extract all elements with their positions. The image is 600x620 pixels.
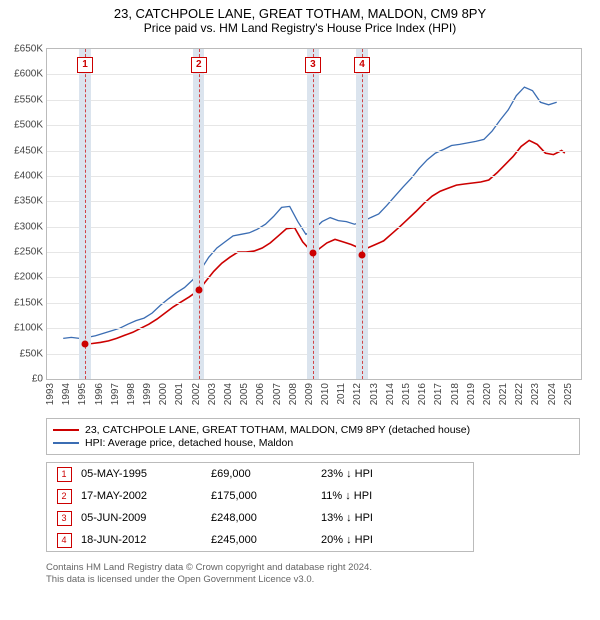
x-tick-label: 2001 xyxy=(174,383,185,405)
table-cell-date: 18-JUN-2012 xyxy=(81,534,211,546)
x-tick-label: 2009 xyxy=(304,383,315,405)
sales-table: 1 05-MAY-1995£69,00023% ↓ HPI 2 17-MAY-2002… xyxy=(46,462,474,552)
y-tick-label: £150K xyxy=(14,297,47,308)
legend-label: HPI: Average price, detached house, Mald… xyxy=(85,437,293,449)
table-cell-delta: 20% ↓ HPI xyxy=(321,534,473,546)
table-row: 3 05-JUN-2009£248,00013% ↓ HPI xyxy=(47,507,473,529)
x-tick-label: 2023 xyxy=(530,383,541,405)
table-cell-delta: 13% ↓ HPI xyxy=(321,512,473,524)
event-flag: 1 xyxy=(77,57,93,73)
event-dashline xyxy=(313,49,314,379)
legend-label: 23, CATCHPOLE LANE, GREAT TOTHAM, MALDON… xyxy=(85,424,470,436)
x-tick-label: 2016 xyxy=(417,383,428,405)
mini-flag: 3 xyxy=(57,511,72,526)
event-dashline xyxy=(362,49,363,379)
event-flag: 2 xyxy=(191,57,207,73)
x-tick-label: 2008 xyxy=(288,383,299,405)
x-tick-label: 2003 xyxy=(207,383,218,405)
mini-flag: 2 xyxy=(57,489,72,504)
y-tick-label: £500K xyxy=(14,120,47,131)
legend-swatch xyxy=(53,442,79,444)
table-row: 2 17-MAY-2002£175,00011% ↓ HPI xyxy=(47,485,473,507)
x-tick-label: 2019 xyxy=(466,383,477,405)
event-marker-dot xyxy=(82,340,89,347)
table-cell-price: £69,000 xyxy=(211,468,321,480)
y-tick-label: £450K xyxy=(14,145,47,156)
table-cell-price: £175,000 xyxy=(211,490,321,502)
x-tick-label: 2021 xyxy=(498,383,509,405)
x-tick-label: 2014 xyxy=(385,383,396,405)
event-marker-dot xyxy=(309,250,316,257)
x-tick-label: 2007 xyxy=(272,383,283,405)
table-cell-delta: 23% ↓ HPI xyxy=(321,468,473,480)
x-tick-label: 2005 xyxy=(239,383,250,405)
x-tick-label: 1994 xyxy=(61,383,72,405)
y-tick-label: £50K xyxy=(20,348,47,359)
chart-subtitle: Price paid vs. HM Land Registry's House … xyxy=(0,21,600,37)
x-tick-label: 1996 xyxy=(94,383,105,405)
table-cell-date: 05-MAY-1995 xyxy=(81,468,211,480)
table-cell-flag: 2 xyxy=(47,489,81,504)
mini-flag: 4 xyxy=(57,533,72,548)
y-tick-label: £400K xyxy=(14,170,47,181)
x-tick-label: 2015 xyxy=(401,383,412,405)
y-tick-label: £650K xyxy=(14,44,47,55)
table-cell-price: £245,000 xyxy=(211,534,321,546)
table-cell-delta: 11% ↓ HPI xyxy=(321,490,473,502)
mini-flag: 1 xyxy=(57,467,72,482)
event-marker-dot xyxy=(195,287,202,294)
legend-swatch xyxy=(53,429,79,431)
x-tick-label: 2002 xyxy=(191,383,202,405)
y-tick-label: £300K xyxy=(14,221,47,232)
y-tick-label: £350K xyxy=(14,196,47,207)
event-flag: 4 xyxy=(354,57,370,73)
y-tick-label: £100K xyxy=(14,323,47,334)
event-marker-dot xyxy=(359,251,366,258)
table-row: 4 18-JUN-2012£245,00020% ↓ HPI xyxy=(47,529,473,551)
legend-row: HPI: Average price, detached house, Mald… xyxy=(53,437,573,449)
x-tick-label: 2024 xyxy=(547,383,558,405)
x-tick-label: 2012 xyxy=(352,383,363,405)
footnote: Contains HM Land Registry data © Crown c… xyxy=(46,562,580,586)
x-tick-label: 1998 xyxy=(126,383,137,405)
legend-row: 23, CATCHPOLE LANE, GREAT TOTHAM, MALDON… xyxy=(53,424,573,436)
y-tick-label: £250K xyxy=(14,247,47,258)
table-cell-flag: 1 xyxy=(47,467,81,482)
table-cell-flag: 3 xyxy=(47,511,81,526)
x-tick-label: 2017 xyxy=(433,383,444,405)
line-chart: £0£50K£100K£150K£200K£250K£300K£350K£400… xyxy=(46,48,582,380)
x-tick-label: 1995 xyxy=(77,383,88,405)
y-tick-label: £550K xyxy=(14,94,47,105)
y-tick-label: £600K xyxy=(14,69,47,80)
x-tick-label: 2000 xyxy=(158,383,169,405)
legend: 23, CATCHPOLE LANE, GREAT TOTHAM, MALDON… xyxy=(46,418,580,455)
chart-title: 23, CATCHPOLE LANE, GREAT TOTHAM, MALDON… xyxy=(0,0,600,21)
x-tick-label: 2018 xyxy=(450,383,461,405)
x-tick-label: 2004 xyxy=(223,383,234,405)
x-tick-label: 1993 xyxy=(45,383,56,405)
series-price_paid xyxy=(85,140,565,344)
x-tick-label: 2006 xyxy=(255,383,266,405)
x-tick-label: 2013 xyxy=(369,383,380,405)
x-tick-label: 2010 xyxy=(320,383,331,405)
table-cell-date: 05-JUN-2009 xyxy=(81,512,211,524)
footnote-line-2: This data is licensed under the Open Gov… xyxy=(46,574,580,586)
y-tick-label: £200K xyxy=(14,272,47,283)
x-tick-label: 1997 xyxy=(110,383,121,405)
table-cell-price: £248,000 xyxy=(211,512,321,524)
table-cell-date: 17-MAY-2002 xyxy=(81,490,211,502)
x-tick-label: 2011 xyxy=(336,383,347,405)
event-flag: 3 xyxy=(305,57,321,73)
x-tick-label: 2020 xyxy=(482,383,493,405)
event-dashline xyxy=(199,49,200,379)
event-dashline xyxy=(85,49,86,379)
x-tick-label: 2025 xyxy=(563,383,574,405)
table-cell-flag: 4 xyxy=(47,533,81,548)
x-tick-label: 1999 xyxy=(142,383,153,405)
footnote-line-1: Contains HM Land Registry data © Crown c… xyxy=(46,562,580,574)
page: { "title": "23, CATCHPOLE LANE, GREAT TO… xyxy=(0,0,600,620)
x-tick-label: 2022 xyxy=(514,383,525,405)
table-row: 1 05-MAY-1995£69,00023% ↓ HPI xyxy=(47,463,473,485)
